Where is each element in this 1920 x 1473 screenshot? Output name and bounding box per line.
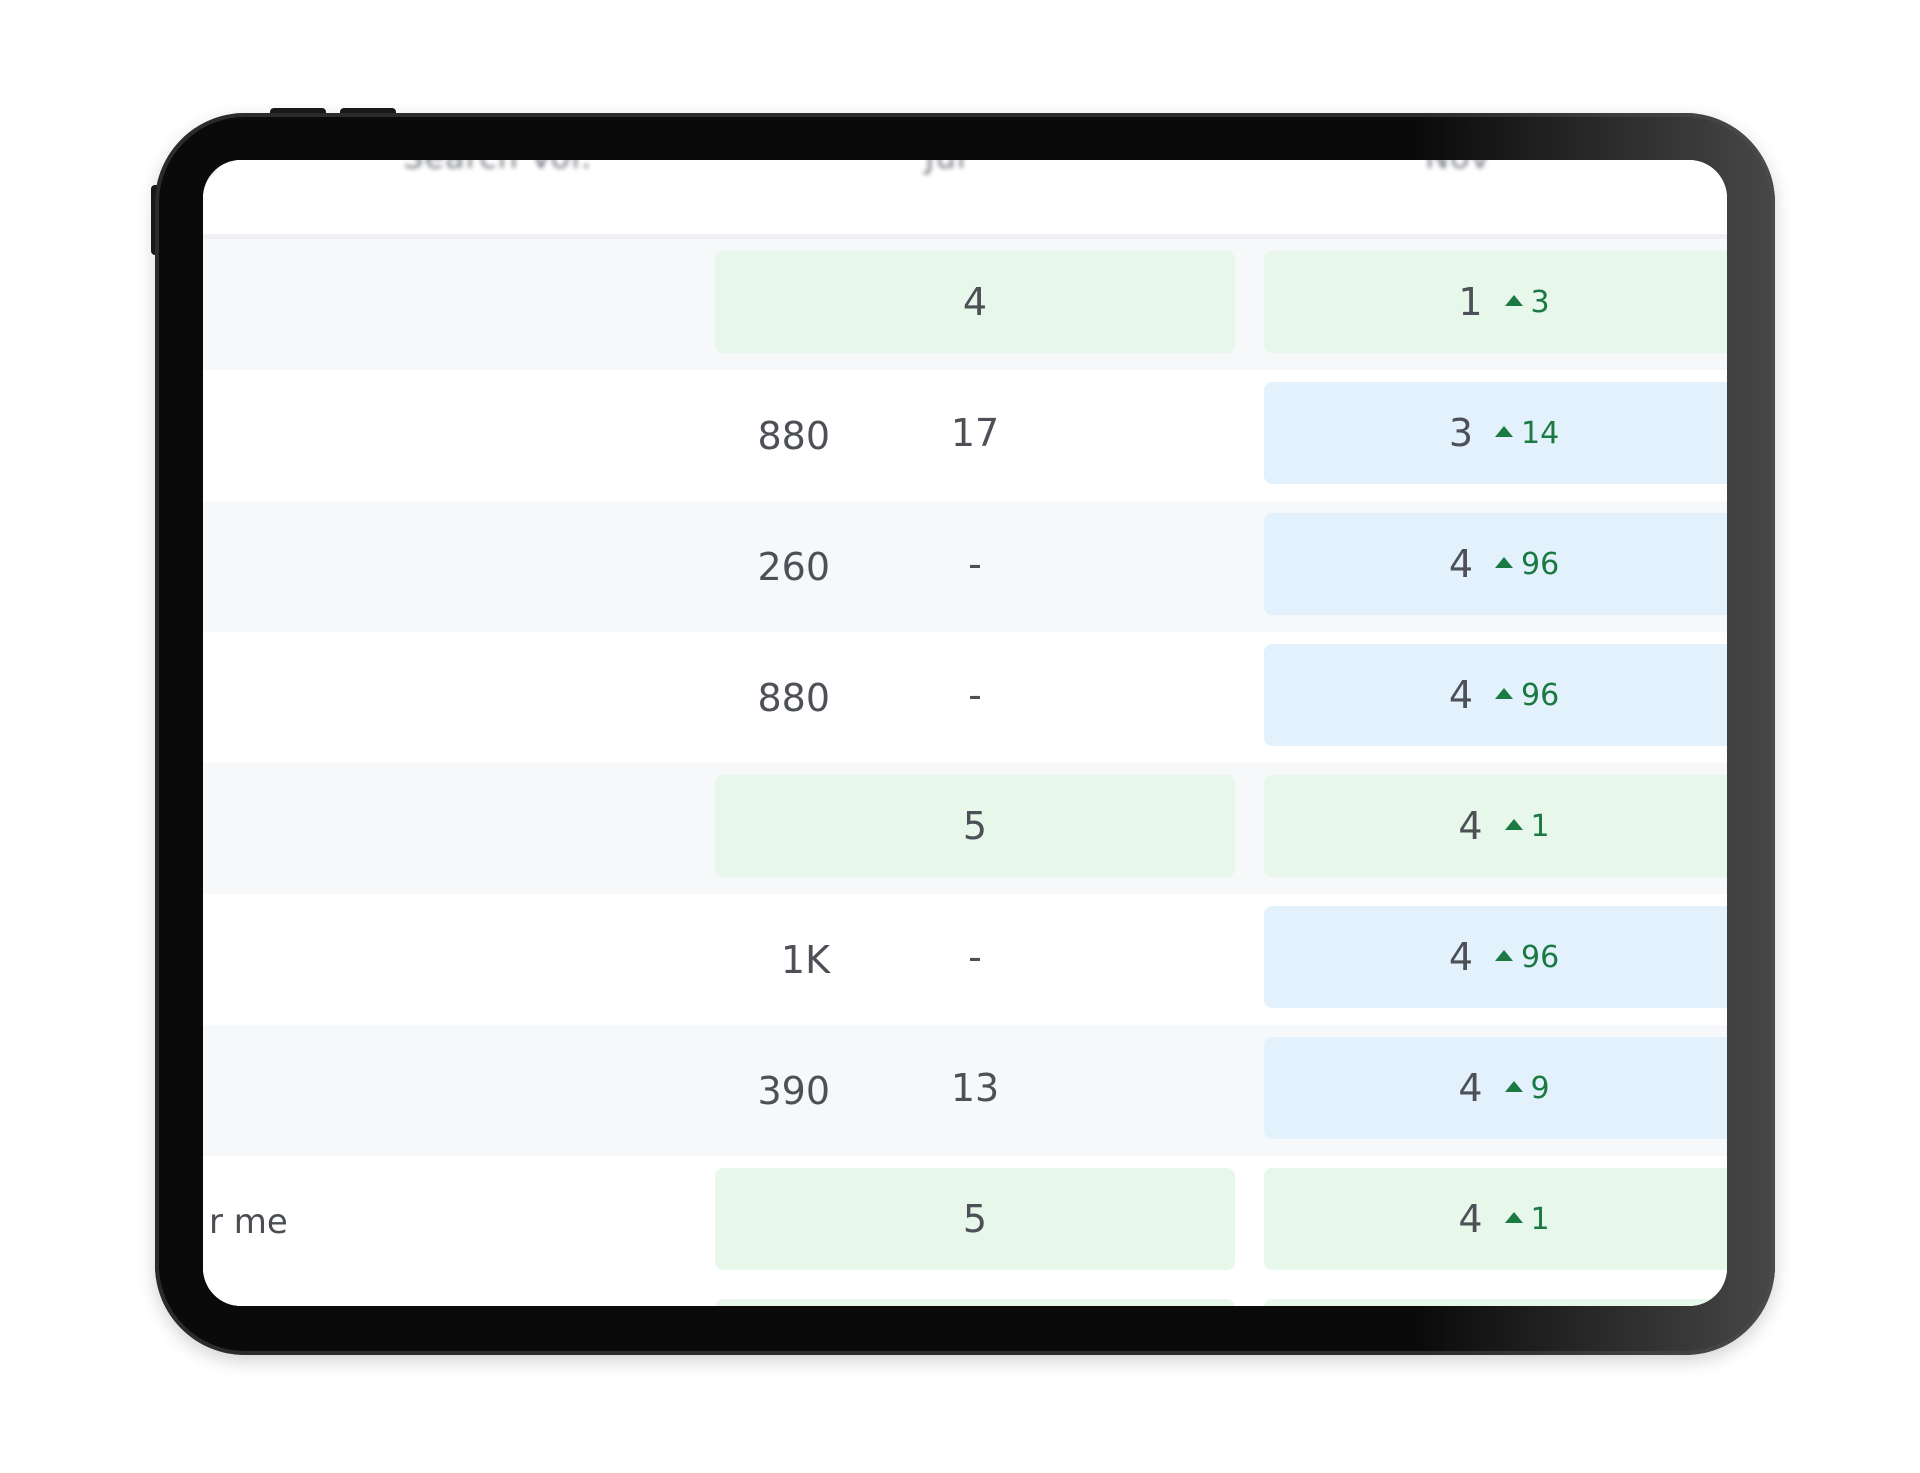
jul-rank-cell: 4 [715,251,1235,353]
header-jul[interactable]: Jul [925,160,967,176]
search-volume-cell: 1K [780,937,830,982]
nov-rank-cell: 4 96 [1264,644,1727,746]
rank-change: 9 [1504,1070,1550,1106]
table-row[interactable]: 260 - 4 96 [203,501,1727,635]
nov-rank-value: 1 [1458,280,1483,324]
table-row[interactable]: 2.9K413 [203,239,1727,373]
jul-rank-cell: - [968,935,982,979]
table-row[interactable]: 390 13 4 9 [203,1025,1727,1159]
table-row[interactable]: 1K - 4 96 [203,894,1727,1028]
rank-change-value: 96 [1521,677,1560,713]
nov-rank-value: 4 [1458,804,1483,848]
rank-change-value: 3 [1530,284,1550,320]
jul-rank-cell: 17 [950,411,1000,455]
nov-rank-cell: 3 14 [1264,382,1727,484]
nov-rank-value: 4 [1458,1197,1483,1241]
rank-change-value: 96 [1521,939,1560,975]
keyword-cell [203,501,209,632]
nov-rank-cell: 4 96 [1264,513,1727,615]
header-nov[interactable]: Nov [1425,160,1490,176]
volume-down-button [340,108,396,116]
search-volume-cell: 390 [757,1068,830,1113]
rank-change: 96 [1495,547,1559,582]
rank-change-value: 1 [1530,1201,1550,1237]
table-row[interactable]: 880 - 4 96 [203,632,1727,766]
nov-rank-value: 4 [1458,1066,1483,1110]
table-row[interactable]: r me3.6K541 [203,1156,1727,1290]
keyword-cell [203,763,209,894]
rank-change-value: 14 [1521,415,1560,451]
search-volume-cell: 260 [757,544,830,589]
keyword-cell [203,370,209,501]
jul-rank-cell: 5 [715,775,1235,877]
table-row-partial[interactable] [203,1287,1727,1306]
jul-rank-cell [715,1299,1235,1306]
jul-rank-cell: 5 [715,1168,1235,1270]
keyword-cell [203,632,209,763]
table-row[interactable]: 880 17 3 14 [203,370,1727,504]
triangle-up-icon [1495,556,1513,568]
nov-rank-value: 4 [1448,935,1473,979]
rank-change: 14 [1495,416,1559,451]
volume-up-button [270,108,326,116]
nov-rank-value: 4 [1448,673,1473,717]
triangle-up-icon [1504,818,1523,830]
triangle-up-icon [1495,425,1513,437]
header-keyword[interactable]: y [203,160,223,176]
rank-change: 1 [1504,1201,1550,1237]
rank-change: 1 [1504,808,1550,844]
search-volume-cell: 880 [757,413,830,458]
nov-rank-value: 3 [1448,411,1473,455]
table-header: y Search Vol. Jul Nov [203,160,1727,239]
triangle-up-icon [1504,1211,1523,1223]
rank-change-value: 9 [1530,1070,1550,1106]
rank-change: 3 [1504,284,1550,320]
triangle-up-icon [1495,949,1513,961]
rank-change: 96 [1495,940,1559,975]
keyword-cell: r me [209,1201,288,1242]
jul-rank-cell: - [968,542,982,586]
nov-rank-cell: 4 96 [1264,906,1727,1008]
keyword-cell [203,894,209,1025]
table-row[interactable]: 5.4K541 [203,763,1727,897]
rank-change: 96 [1495,678,1559,713]
rank-change-value: 96 [1521,546,1560,582]
header-search-volume[interactable]: Search Vol. [403,160,592,176]
triangle-up-icon [1504,1080,1523,1092]
nov-rank-value: 4 [1448,542,1473,586]
jul-rank-cell: 13 [950,1066,1000,1110]
tablet-screen: y Search Vol. Jul Nov 2.9K41388017314260… [203,160,1727,1306]
triangle-up-icon [1504,294,1523,306]
jul-rank-cell: - [968,673,982,717]
search-volume-cell: 880 [757,675,830,720]
triangle-up-icon [1495,687,1513,699]
keyword-cell [203,1025,209,1156]
rank-change-value: 1 [1530,808,1550,844]
nov-rank-cell [1264,1299,1727,1306]
keyword-cell [203,239,209,370]
